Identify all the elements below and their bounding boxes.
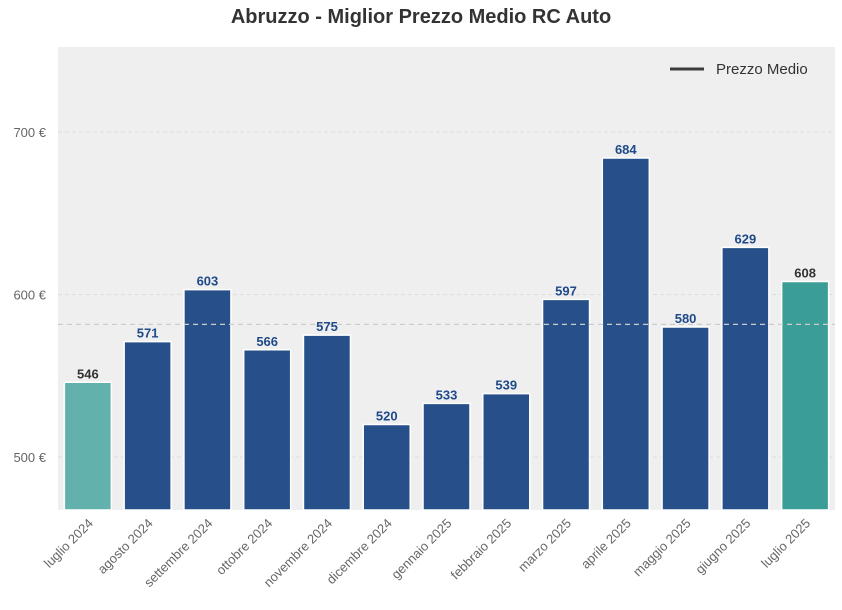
bar (302, 334, 352, 511)
bar (780, 280, 830, 511)
x-tick-label: gennaio 2025 (388, 516, 454, 582)
bar-value-label: 539 (495, 378, 517, 393)
bar (242, 349, 292, 511)
bar (63, 381, 113, 511)
bar-value-label: 533 (436, 387, 458, 402)
bar-value-label: 629 (734, 231, 756, 246)
bar-value-label: 575 (316, 319, 338, 334)
bar-value-label: 603 (197, 274, 219, 289)
bar (422, 402, 471, 511)
legend-label: Prezzo Medio (716, 61, 808, 78)
bar-value-labels: 546 571 603 566 575 520 533 539 597 684 580 629 608 (77, 142, 816, 424)
bar-value-label: 608 (794, 266, 816, 281)
bar-value-label: 580 (675, 311, 697, 326)
chart-title: Abruzzo - Miglior Prezzo Medio RC Auto (230, 6, 612, 28)
x-tick-label: luglio 2024 (41, 516, 96, 571)
y-axis: 500 € 600 € 700 € (13, 125, 46, 465)
bar (362, 423, 411, 511)
bars (63, 157, 830, 511)
bar (482, 392, 531, 511)
x-tick-label: luglio 2025 (758, 516, 813, 571)
bar-value-label: 520 (376, 409, 398, 424)
y-tick-label: 600 € (13, 288, 46, 303)
bar (721, 246, 770, 511)
bar (183, 288, 232, 511)
x-tick-label: maggio 2025 (630, 516, 694, 580)
x-tick-label: febbraio 2025 (448, 516, 515, 583)
bar (661, 326, 710, 511)
y-tick-label: 500 € (13, 450, 46, 465)
bar-value-label: 597 (555, 283, 577, 298)
legend: Prezzo Medio (670, 61, 808, 78)
bar-value-label: 566 (256, 334, 278, 349)
bar (601, 157, 651, 511)
y-tick-label: 700 € (13, 125, 46, 140)
x-tick-label: aprile 2025 (578, 516, 634, 572)
bar-value-label: 546 (77, 366, 99, 381)
x-tick-label: marzo 2025 (515, 516, 574, 575)
bar-value-label: 571 (137, 326, 159, 341)
bar (541, 298, 591, 511)
bar (123, 340, 172, 511)
x-tick-label: agosto 2024 (95, 516, 156, 577)
bar-value-label: 684 (615, 142, 637, 157)
x-tick-label: ottobre 2024 (213, 516, 275, 578)
x-tick-label: giugno 2025 (692, 516, 753, 577)
